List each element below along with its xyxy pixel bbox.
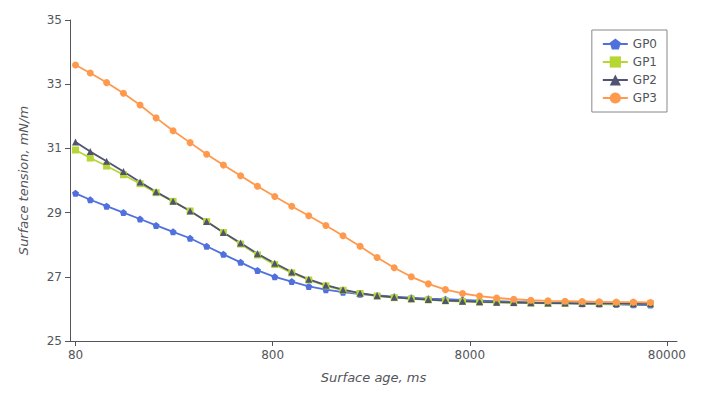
svg-text:GP2: GP2 xyxy=(633,73,657,87)
svg-text:27: 27 xyxy=(47,270,62,284)
svg-text:GP1: GP1 xyxy=(633,55,657,69)
svg-text:8000: 8000 xyxy=(455,348,486,362)
svg-text:25: 25 xyxy=(47,334,62,348)
svg-text:80: 80 xyxy=(68,348,83,362)
svg-text:GP0: GP0 xyxy=(633,37,657,51)
svg-text:29: 29 xyxy=(47,206,62,220)
svg-text:Surface tension, mN/m: Surface tension, mN/m xyxy=(16,106,31,255)
svg-text:33: 33 xyxy=(47,77,62,91)
svg-text:80000: 80000 xyxy=(648,348,686,362)
svg-text:31: 31 xyxy=(47,141,62,155)
svg-text:35: 35 xyxy=(47,13,62,27)
svg-text:Surface age, ms: Surface age, ms xyxy=(321,370,427,385)
svg-text:800: 800 xyxy=(261,348,284,362)
svg-text:GP3: GP3 xyxy=(633,91,657,105)
